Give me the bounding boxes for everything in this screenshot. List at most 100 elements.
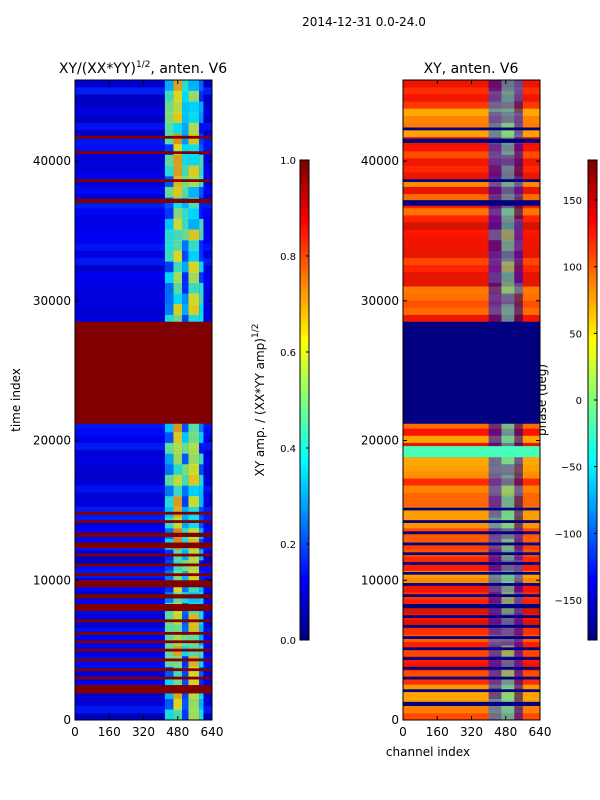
- colorbar-segment: [588, 560, 597, 565]
- heatmap-cell: [75, 264, 212, 273]
- channel-band-cell: [199, 613, 204, 625]
- colorbar-segment: [300, 172, 309, 177]
- channel-band-cell: [173, 656, 183, 667]
- x-tick-label: 320: [460, 725, 483, 739]
- channel-band-cell: [199, 90, 204, 102]
- colorbar-segment: [300, 204, 309, 209]
- channel-band-cell: [501, 186, 515, 198]
- heatmap-cell: [403, 563, 540, 571]
- colorbar-segment: [588, 456, 597, 461]
- heatmap-cell: [75, 129, 212, 138]
- channel-band-cell: [514, 709, 523, 721]
- heatmap-cell: [75, 464, 212, 472]
- heatmap-cell: [75, 236, 212, 244]
- channel-band-cell: [501, 250, 515, 262]
- colorbar-segment: [588, 580, 597, 585]
- colorbar-segment: [588, 376, 597, 381]
- channel-band-cell: [188, 101, 200, 113]
- colorbar-segment: [300, 540, 309, 545]
- channel-band-cell: [501, 432, 515, 443]
- channel-band-cell: [173, 218, 183, 230]
- channel-band-cell: [199, 101, 204, 113]
- channel-band-cell: [182, 453, 189, 465]
- heatmap-cell: [403, 648, 540, 657]
- channel-band-cell: [488, 570, 502, 582]
- colorbar-segment: [588, 396, 597, 401]
- colorbar-segment: [588, 616, 597, 621]
- heatmap-cell: [75, 108, 212, 116]
- saturated-row: [75, 640, 212, 644]
- x-tick-label: 0: [399, 725, 407, 739]
- heatmap-cell: [75, 279, 212, 287]
- colorbar-segment: [588, 528, 597, 533]
- heatmap-cell: [403, 179, 540, 187]
- channel-band-cell: [514, 677, 523, 689]
- channel-band-cell: [514, 432, 523, 443]
- colorbar-segment: [588, 444, 597, 449]
- channel-band-cell: [199, 666, 204, 678]
- heatmap-cell: [75, 663, 212, 671]
- colorbar-segment: [300, 264, 309, 269]
- channel-band-cell: [501, 496, 515, 507]
- channel-band-cell: [173, 496, 183, 507]
- channel-band-cell: [182, 613, 189, 625]
- channel-band-cell: [488, 261, 502, 273]
- colorbar-segment: [588, 172, 597, 177]
- channel-band-cell: [514, 218, 523, 230]
- colorbar-tick-label: −50: [561, 463, 582, 474]
- colorbar-segment: [300, 368, 309, 373]
- channel-band-cell: [501, 666, 515, 678]
- colorbar-segment: [300, 196, 309, 201]
- left-panel-title: XY/(XX*YY)1/2, anten. V6: [59, 60, 227, 77]
- channel-band-cell: [514, 101, 523, 113]
- heatmap-cell: [75, 670, 212, 678]
- colorbar-segment: [300, 404, 309, 409]
- colorbar-segment: [588, 360, 597, 365]
- colorbar-segment: [588, 328, 597, 333]
- y-tick-label: 20000: [361, 434, 399, 448]
- colorbar-segment: [588, 332, 597, 337]
- colorbar-tick-label: 0.8: [280, 252, 296, 263]
- heatmap-cell: [75, 499, 212, 507]
- channel-band-cell: [182, 186, 189, 198]
- channel-band-cell: [501, 453, 515, 465]
- channel-band-cell: [488, 293, 502, 305]
- channel-band-cell: [188, 453, 200, 465]
- heatmap-cell: [75, 528, 212, 536]
- channel-band-cell: [182, 421, 189, 433]
- colorbar-segment: [588, 160, 597, 165]
- y-tick-label: 40000: [361, 154, 399, 168]
- channel-band-cell: [188, 464, 200, 475]
- colorbar-segment: [588, 596, 597, 601]
- channel-band-cell: [164, 144, 174, 155]
- colorbar-segment: [588, 536, 597, 541]
- colorbar-segment: [588, 232, 597, 237]
- dark-row: [403, 520, 540, 523]
- colorbar-segment: [588, 544, 597, 549]
- channel-band-cell: [182, 570, 189, 582]
- colorbar-tick-label: 50: [569, 329, 582, 340]
- heatmap-cell: [403, 513, 540, 522]
- channel-band-cell: [182, 304, 189, 315]
- channel-band-cell: [488, 624, 502, 635]
- dark-row: [403, 542, 540, 546]
- channel-band-cell: [501, 613, 515, 625]
- saturated-row: [75, 573, 212, 577]
- channel-band-cell: [514, 421, 523, 433]
- colorbar-segment: [588, 488, 597, 493]
- heatmap-cell: [403, 151, 540, 159]
- channel-band-cell: [488, 709, 502, 721]
- channel-band-cell: [501, 474, 515, 486]
- colorbar-segment: [588, 476, 597, 481]
- colorbar-segment: [300, 240, 309, 245]
- channel-band-cell: [488, 304, 502, 315]
- colorbar-segment: [300, 588, 309, 593]
- channel-band-cell: [182, 698, 189, 710]
- channel-band-cell: [199, 432, 204, 443]
- heatmap-cell: [75, 87, 212, 95]
- channel-band-cell: [182, 432, 189, 443]
- channel-band-cell: [488, 421, 502, 433]
- colorbar-segment: [300, 340, 309, 345]
- channel-band-cell: [164, 421, 174, 433]
- colorbar-segment: [300, 200, 309, 205]
